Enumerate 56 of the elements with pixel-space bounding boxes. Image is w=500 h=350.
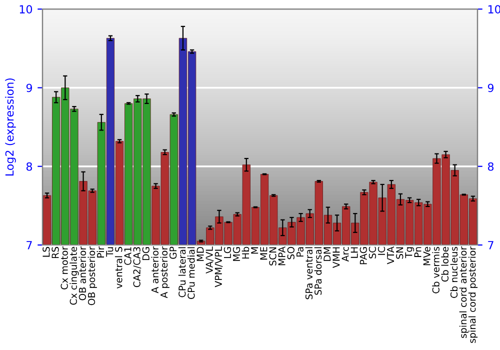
x-tick-label: VTA (387, 246, 394, 264)
x-tick-label: Hb (242, 246, 250, 259)
x-tick-label: CA1 (124, 247, 132, 265)
x-tick-label: spinal cord posterior (468, 246, 478, 343)
x-tick-label: LS (42, 246, 50, 257)
x-tick-label: Cb lobe (441, 246, 449, 282)
x-tick-label: PAG (360, 247, 367, 264)
x-tick-label: DG (142, 247, 150, 260)
x-tick-label: MG (232, 247, 240, 261)
x-tick-label: ME (260, 246, 268, 260)
x-tick-label: SC (368, 246, 376, 258)
x-tick-label: Tu (106, 247, 114, 257)
x-tick-label: VA/VL (206, 246, 214, 274)
y-tick-label: 10 (20, 5, 32, 14)
x-tick-label: Cb nucleus (450, 246, 458, 298)
x-tick-label: OB posterior (88, 246, 97, 306)
y-tick-label: 9 (26, 84, 32, 92)
x-tick-label: spinal cord anterior (459, 246, 468, 338)
y-tick-label: 8 (26, 162, 32, 171)
y2-tick-label: 8 (488, 162, 494, 171)
x-tick-label: SO (287, 246, 294, 260)
x-tick-label: Pa (296, 247, 304, 257)
x-tick-label: SPa dorsal (314, 247, 322, 295)
x-tick-label: VPM/VPL (214, 246, 223, 288)
x-tick-label: Cx cingulate (70, 246, 79, 305)
y-axis-title: Log2 (expression) (5, 78, 16, 176)
x-tick-label: IC (378, 246, 386, 255)
x-tick-label: SPa ventral (305, 247, 313, 300)
x-tick-label: MD (196, 246, 204, 261)
x-tick-label: Pir (96, 246, 104, 258)
x-tick-label: MPA (278, 246, 286, 266)
x-tick-label: CA2/CA3 (133, 247, 142, 288)
x-tick-label: GP (170, 246, 177, 259)
y2-tick-label: 7 (488, 241, 494, 250)
x-tick-label: LH (350, 247, 358, 258)
x-tick-label: ventral S (114, 246, 122, 288)
x-tick-label: Arc (342, 246, 349, 262)
x-tick-label: CPu medial (187, 247, 195, 300)
x-tick-label: M (251, 247, 258, 254)
x-tick-label: Pn (414, 247, 422, 257)
x-tick-label: A anterior (151, 246, 159, 294)
x-tick-label: LG (224, 247, 232, 258)
y2-tick-label: 9 (488, 84, 494, 92)
x-tick-label: DM (324, 247, 331, 261)
y-tick-label: 7 (26, 241, 32, 250)
x-tick-label: Tg (405, 247, 414, 258)
x-tick-label: SCN (269, 247, 276, 266)
x-tick-label: Cb vermis (432, 246, 440, 294)
x-tick-label: SN (396, 247, 404, 259)
x-tick-label: CPu lateral (178, 247, 186, 298)
x-tick-label: MVe (423, 246, 430, 266)
x-tick-label: Cx motor (60, 246, 68, 290)
x-tick-label: OB anterior (78, 246, 86, 300)
x-tick-label: VMH (332, 247, 340, 268)
x-tick-label: A posterior (160, 246, 170, 298)
x-tick-label: RS (52, 246, 59, 258)
